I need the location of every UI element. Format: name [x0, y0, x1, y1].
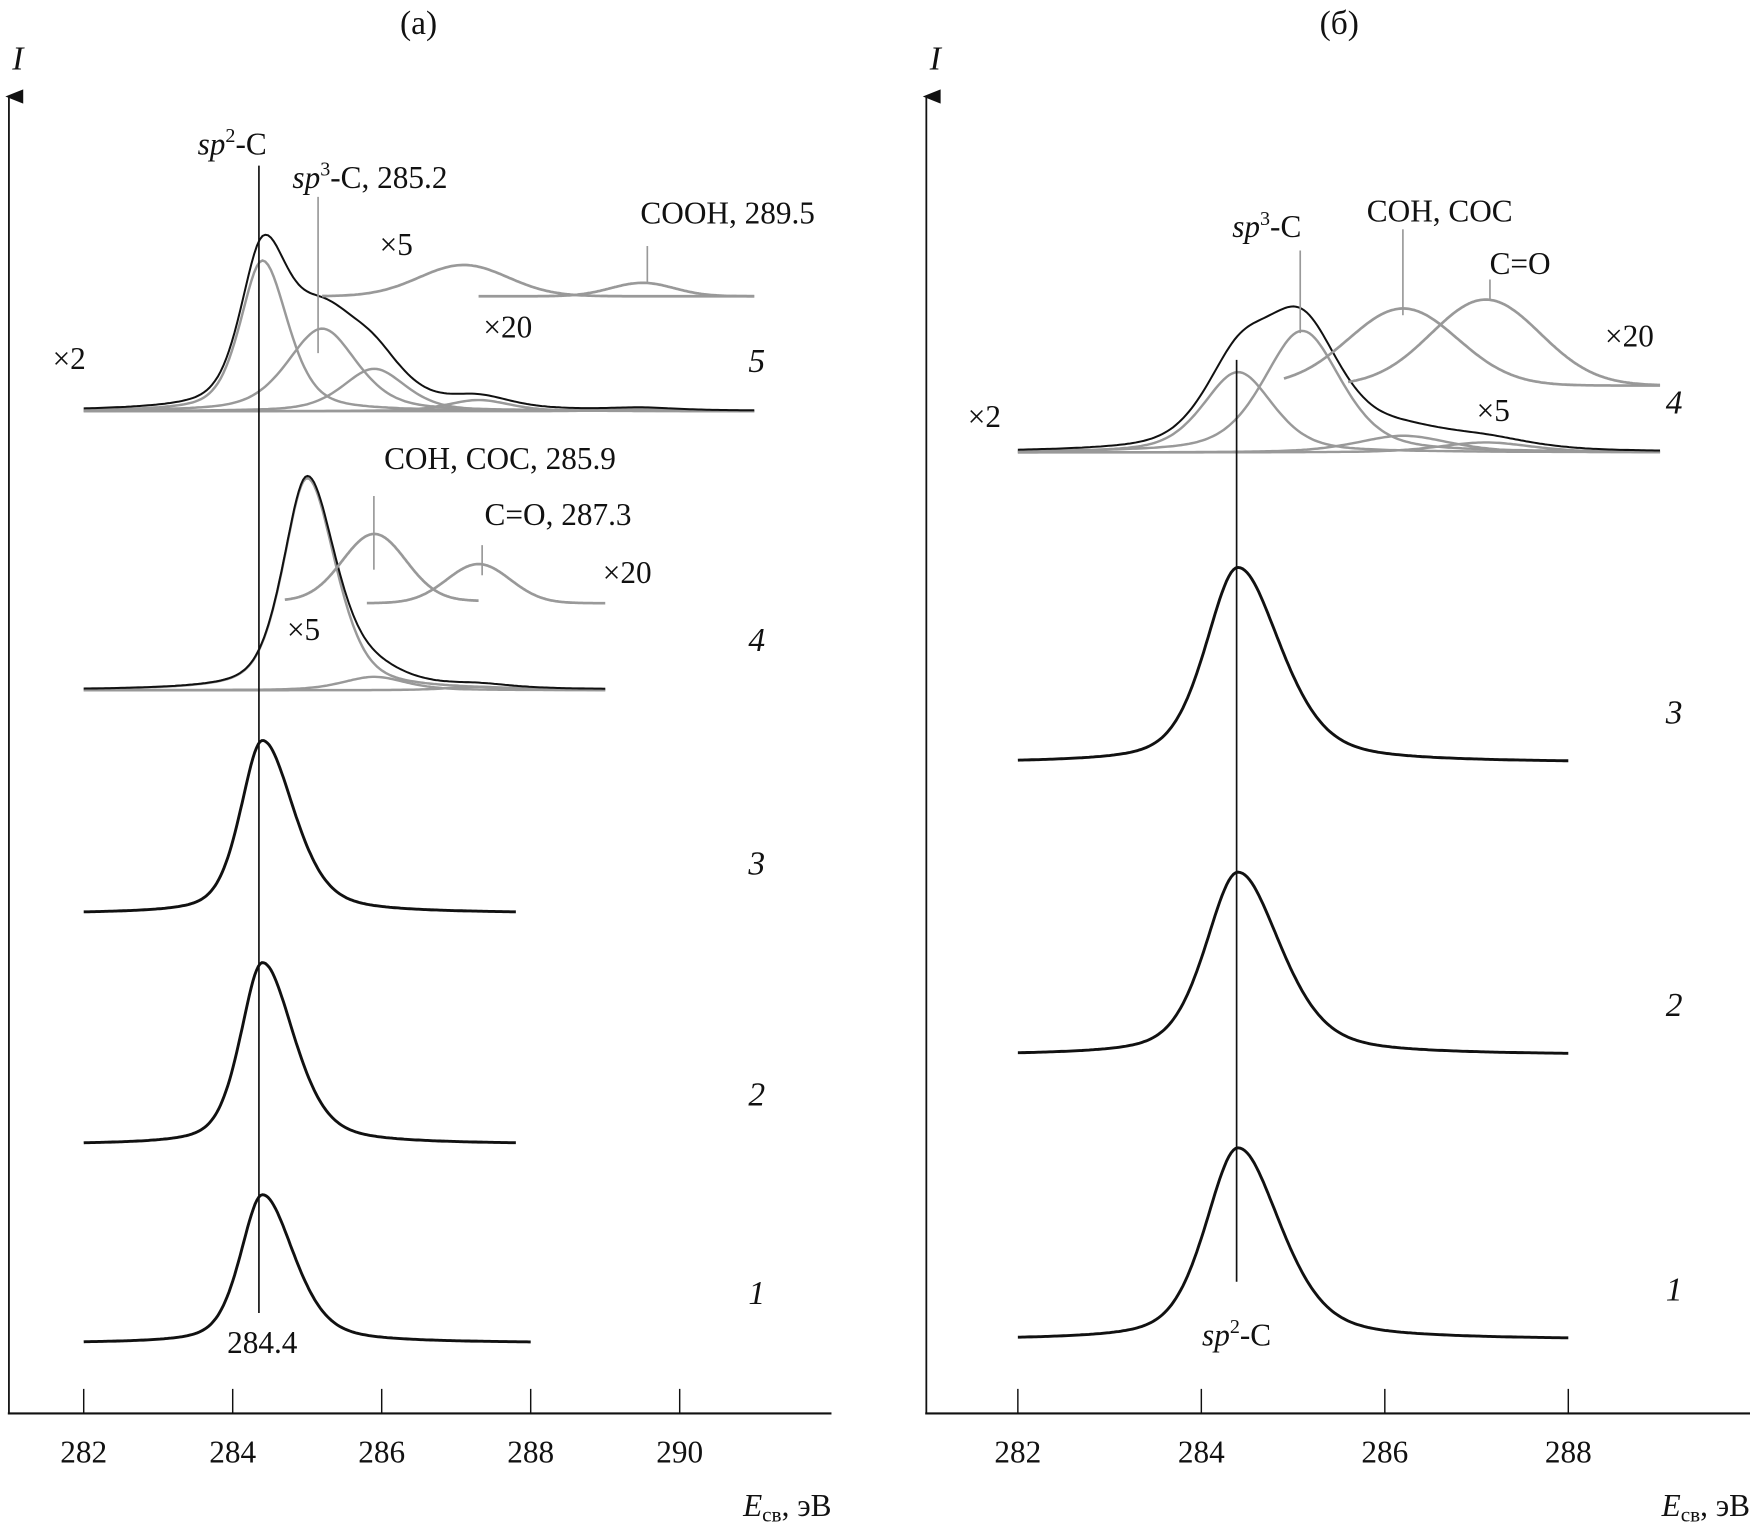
xlabel-sub: св [762, 1503, 781, 1527]
panel-a-label: (a) [400, 5, 437, 42]
xlabel-main: E [742, 1488, 762, 1523]
panel-a-xlabel: Eсв, эВ [742, 1488, 831, 1527]
component-curve [83, 327, 755, 413]
spectrum-label-3: 3 [747, 845, 765, 882]
spectrum-label-1: 1 [748, 1275, 765, 1312]
panel-a-ylabel: I [11, 41, 25, 78]
x-tick-label: 288 [507, 1435, 554, 1470]
scale-x20-mid: ×20 [603, 555, 652, 590]
scale-x20-top: ×20 [483, 310, 532, 345]
spectrum-label-5: 5 [748, 343, 765, 380]
cooh-label: COOH, 289.5 [640, 196, 814, 231]
panel-b-ticks: 282 284 286 288 [994, 1388, 1592, 1470]
x-tick-label: 288 [1545, 1435, 1592, 1470]
panel-b-xlabel: Eсв, эВ [1661, 1488, 1750, 1527]
spectrum-label-2: 2 [748, 1076, 765, 1113]
spectrum-curve-1 [83, 1193, 531, 1344]
spectrum-curve-1 [1017, 1146, 1569, 1340]
panel-b-curves: 1 2 3 4 [1017, 298, 1683, 1340]
sp2-energy-label: 284.4 [227, 1325, 298, 1360]
spectrum-curve-4 [83, 474, 606, 690]
x-tick-label: 286 [358, 1435, 405, 1470]
spectrum-label-4: 4 [1666, 384, 1683, 421]
spectrum-label-4: 4 [748, 622, 765, 659]
x-tick-label: 284 [209, 1435, 256, 1470]
spectrum-curve-2 [1017, 870, 1569, 1055]
panel-b-label: (б) [1320, 5, 1359, 42]
panel-a-curves: 1 2 3 4 5 [83, 233, 765, 1344]
co-label-b: C=O [1490, 246, 1551, 281]
component-curve [1017, 329, 1661, 453]
component-curve [1017, 441, 1661, 454]
co-label: C=O, 287.3 [485, 497, 632, 532]
inset-curve [1347, 298, 1661, 387]
inset-curve [322, 263, 755, 298]
inset-curve [478, 281, 755, 298]
panel-b-ylabel: I [929, 41, 943, 78]
x-tick-label: 290 [656, 1435, 703, 1470]
sp3-label: sp3-C, 285.2 [292, 159, 447, 195]
inset-curve [1283, 307, 1661, 387]
spectrum-curve-3 [83, 739, 516, 914]
scale-x5-b: ×5 [1477, 393, 1510, 428]
inset-curve [284, 532, 479, 602]
scale-x5-top: ×5 [380, 227, 413, 262]
scale-x2-b: ×2 [968, 399, 1001, 434]
component-curve [83, 685, 606, 692]
spectrum-label-3: 3 [1665, 695, 1683, 732]
spectrum-curve-5 [83, 233, 755, 412]
spectrum-curve-2 [83, 961, 516, 1145]
sp3-label-b: sp3-C [1232, 208, 1301, 244]
scale-x2: ×2 [53, 341, 86, 376]
panel-b: (б) I 282 284 286 288 Eсв, эВ 1 2 3 4 sp2-C sp… [922, 5, 1750, 1527]
scale-x20-b: ×20 [1605, 318, 1654, 353]
spectrum-label-1: 1 [1666, 1272, 1683, 1309]
sp2-label: sp2-C [198, 125, 267, 161]
xlabel-unit: , эВ [782, 1488, 832, 1523]
scale-x5-mid: ×5 [287, 612, 320, 647]
spectrum-label-2: 2 [1666, 987, 1683, 1024]
coh-label: COH, COC, 285.9 [384, 441, 616, 476]
spectrum-curve-4 [1017, 305, 1661, 452]
spectrum-curve-3 [1017, 565, 1569, 763]
panel-a-ticks: 282 284 286 288 290 [60, 1388, 703, 1470]
component-curve [83, 407, 755, 413]
inset-curve [366, 562, 606, 605]
coh-label-b: COH, COC [1367, 193, 1513, 228]
sp2-label-b: sp2-C [1202, 1316, 1271, 1352]
x-tick-label: 284 [1178, 1435, 1225, 1470]
x-tick-label: 282 [60, 1435, 107, 1470]
x-tick-label: 286 [1361, 1435, 1408, 1470]
x-tick-label: 282 [994, 1435, 1041, 1470]
panel-a: (a) I 282 284 286 288 290 Eсв, эВ 1 2 3 4 5 sp2-… [5, 5, 831, 1527]
